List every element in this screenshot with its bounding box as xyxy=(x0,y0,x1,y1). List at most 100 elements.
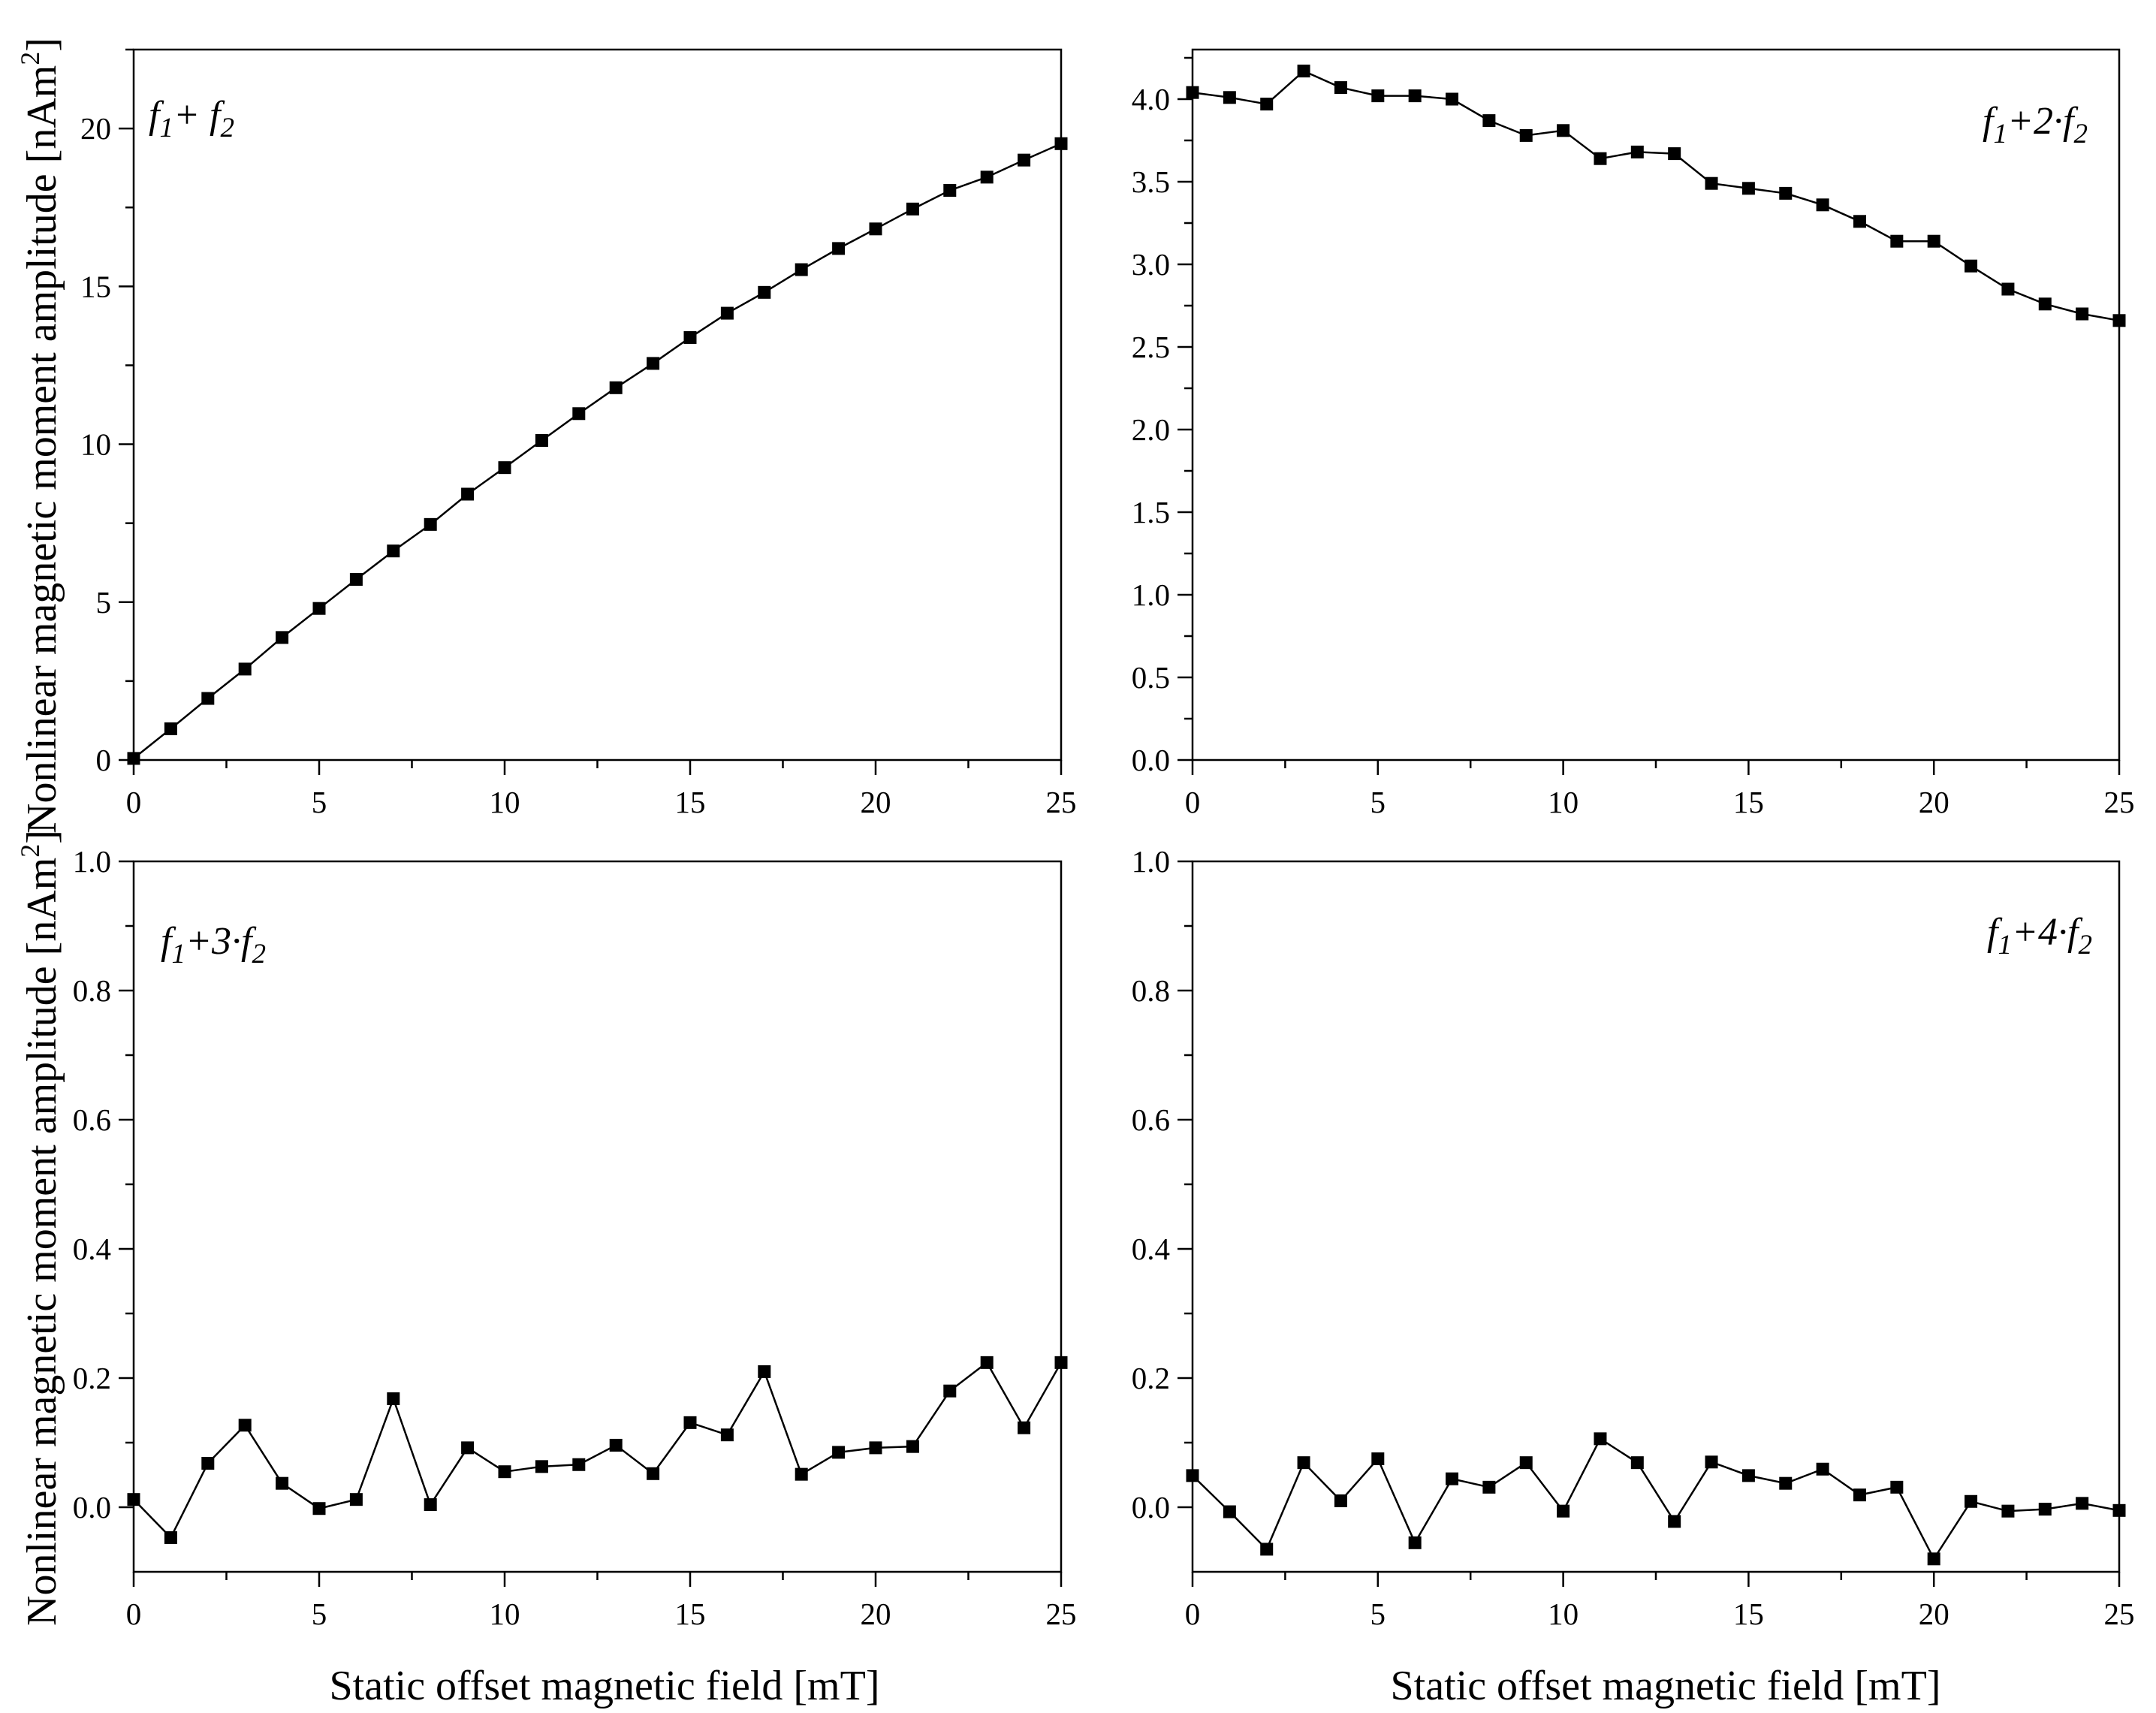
data-point xyxy=(1408,1536,1422,1549)
x-tick-label: 10 xyxy=(1548,1597,1579,1631)
data-point xyxy=(1223,1505,1236,1518)
data-point xyxy=(2112,314,2126,327)
y-tick-label: 10 xyxy=(80,427,111,462)
data-point xyxy=(349,573,363,587)
data-point xyxy=(1668,1515,1681,1528)
x-tick-label: 20 xyxy=(1919,1597,1949,1631)
data-point xyxy=(1018,153,1031,167)
x-tick-label: 0 xyxy=(126,1597,142,1631)
data-point xyxy=(1668,147,1681,161)
axis-ticks xyxy=(1178,860,2121,1587)
data-point xyxy=(1408,89,1422,103)
y-tick-label: 5 xyxy=(96,585,112,620)
data-point xyxy=(683,1416,697,1429)
series-markers xyxy=(127,1356,1068,1544)
x-tick-label: 20 xyxy=(1919,785,1949,819)
data-point xyxy=(1779,186,1793,200)
data-point xyxy=(535,434,548,448)
x-tick-label: 5 xyxy=(312,1597,327,1631)
axis-ticks xyxy=(119,48,1063,775)
tick-labels: 0 5 10 15 20 25 0.0 0.2 0.4 0.6 0.8 1.0 xyxy=(73,844,1077,1631)
data-point xyxy=(461,1441,475,1455)
data-point xyxy=(795,263,808,276)
x-tick-label: 15 xyxy=(675,785,706,819)
data-point xyxy=(1223,91,1236,104)
y-tick-label: 3.0 xyxy=(1132,247,1170,282)
panel-label: f1+4·f2 xyxy=(1987,911,2092,961)
data-point xyxy=(1630,1456,1644,1470)
series-markers xyxy=(1186,65,2126,327)
data-point xyxy=(647,357,660,370)
y-tick-label: 0.5 xyxy=(1132,660,1170,695)
data-point xyxy=(201,1457,215,1470)
data-point xyxy=(2038,1503,2052,1516)
x-tick-label: 0 xyxy=(126,785,142,819)
data-point xyxy=(1054,1356,1068,1369)
y-tick-label: 0 xyxy=(96,743,112,777)
data-point xyxy=(1594,1432,1607,1446)
x-tick-label: 10 xyxy=(490,1597,520,1631)
y-tick-label: 3.5 xyxy=(1132,164,1170,199)
data-point xyxy=(1741,1469,1755,1482)
x-tick-label: 25 xyxy=(1046,785,1077,819)
data-point xyxy=(2076,1497,2089,1510)
data-point xyxy=(201,692,215,705)
data-point xyxy=(2001,282,2015,296)
x-tick-label: 25 xyxy=(2104,1597,2135,1631)
data-point xyxy=(572,1458,586,1471)
data-point xyxy=(1965,259,1978,273)
data-point xyxy=(312,602,326,615)
panel-f1-plus-4f2: 0 5 10 15 20 25 0.0 0.2 0.4 0.6 0.8 1.0 f1+4·f2 xyxy=(1132,844,2135,1631)
data-point xyxy=(2112,1503,2126,1517)
data-point xyxy=(1260,1543,1274,1556)
tick-labels: 0 5 10 15 20 25 0 5 10 15 20 xyxy=(80,111,1077,819)
x-tick-label: 25 xyxy=(1046,1597,1077,1631)
data-point xyxy=(238,662,252,676)
data-point xyxy=(1334,81,1347,95)
data-point xyxy=(1519,1456,1533,1470)
x-tick-label: 15 xyxy=(1733,785,1764,819)
panel-label: f1+ f2 xyxy=(149,94,234,143)
series-markers xyxy=(1186,1432,2126,1566)
data-point xyxy=(1446,92,1459,106)
axis-ticks xyxy=(119,860,1063,1587)
data-point xyxy=(1186,1469,1199,1482)
data-point xyxy=(1557,1504,1570,1518)
data-point xyxy=(980,1356,994,1369)
y-tick-label: 0.4 xyxy=(1132,1232,1170,1266)
data-point xyxy=(1446,1472,1459,1485)
data-point xyxy=(906,202,919,216)
data-point xyxy=(461,487,475,501)
y-tick-label: 1.0 xyxy=(1132,578,1170,612)
data-point xyxy=(2001,1504,2015,1518)
data-point xyxy=(832,242,846,255)
data-point xyxy=(312,1502,326,1515)
data-point xyxy=(1482,114,1496,128)
x-axis-title-right: Static offset magnetic field [mT] xyxy=(1391,1663,1941,1709)
data-point xyxy=(387,544,400,558)
data-point xyxy=(906,1440,919,1453)
x-tick-label: 0 xyxy=(1185,1597,1201,1631)
x-tick-label: 10 xyxy=(490,785,520,819)
tick-labels: 0 5 10 15 20 25 0.0 0.2 0.4 0.6 0.8 1.0 xyxy=(1132,844,2135,1631)
y-tick-label: 4.0 xyxy=(1132,82,1170,116)
panel-f1-plus-2f2: 0 5 10 15 20 25 0.0 0.5 1.0 1.5 2.0 2.5 3.0 3.5 4.0 f1… xyxy=(1132,48,2135,819)
x-tick-label: 15 xyxy=(675,1597,706,1631)
data-point xyxy=(2076,307,2089,321)
y-tick-label: 1.5 xyxy=(1132,495,1170,529)
data-point xyxy=(1557,124,1570,137)
data-point xyxy=(424,517,437,531)
data-point xyxy=(832,1446,846,1459)
data-point xyxy=(498,1465,511,1479)
y-tick-label: 0.4 xyxy=(73,1232,111,1266)
data-point xyxy=(758,285,771,299)
series-markers xyxy=(127,137,1068,765)
data-point xyxy=(1705,1455,1718,1469)
data-point xyxy=(1018,1421,1031,1434)
x-tick-label: 0 xyxy=(1185,785,1201,819)
tick-labels: 0 5 10 15 20 25 0.0 0.5 1.0 1.5 2.0 2.5 3.0 3.5 4.0 xyxy=(1132,82,2135,819)
data-point xyxy=(1334,1494,1347,1507)
y-tick-label: 15 xyxy=(80,269,111,303)
data-point xyxy=(869,222,882,236)
